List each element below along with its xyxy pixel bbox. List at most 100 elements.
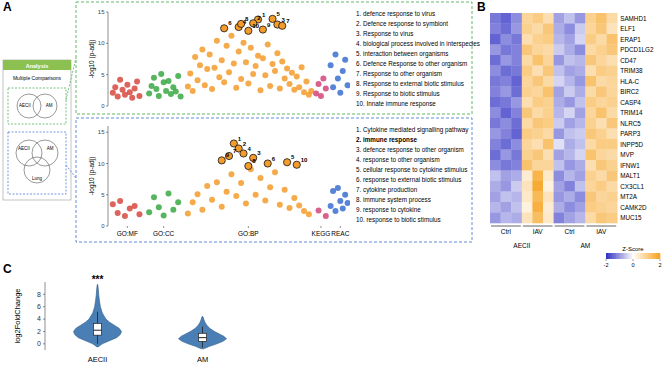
term-point <box>216 74 222 80</box>
term-point <box>226 69 232 75</box>
median <box>199 337 207 338</box>
colorbar-step <box>646 253 648 259</box>
colorbar-step <box>656 253 658 259</box>
heatmap-cell <box>575 24 586 35</box>
heatmap-cell <box>522 139 533 150</box>
highlight-point <box>221 25 228 32</box>
heatmap-cell <box>575 171 586 182</box>
heatmap-cell <box>575 87 586 98</box>
heatmap-cell <box>585 34 596 45</box>
heatmap-cell <box>543 34 554 45</box>
term-point <box>214 179 220 185</box>
term-point <box>129 95 135 101</box>
heatmap-cell <box>596 76 607 87</box>
term-point <box>209 86 215 92</box>
heatmap-cell <box>585 24 596 35</box>
heatmap-cell <box>501 118 512 129</box>
gene-label: MVP <box>620 151 634 158</box>
heatmap-cell <box>511 160 522 171</box>
heatmap-cell <box>543 97 554 108</box>
heatmap-cell <box>532 66 543 77</box>
heatmap-cell <box>490 192 501 203</box>
highlight-label: 3 <box>281 17 285 23</box>
term-point <box>117 198 123 204</box>
term-point <box>250 71 256 77</box>
term-point <box>146 209 152 215</box>
term-point <box>296 202 302 208</box>
heatmap-cell <box>554 24 565 35</box>
term-point <box>122 213 128 219</box>
heatmap-cell <box>596 139 607 150</box>
term-point <box>253 63 259 69</box>
highlight-label: 5 <box>277 11 281 17</box>
heatmap-cell <box>554 139 565 150</box>
y-tick-label: 5 <box>101 192 105 198</box>
term-point <box>146 90 152 96</box>
term-point <box>124 82 130 88</box>
y-tick <box>106 194 108 195</box>
term-item: 9. response to cytokine <box>356 206 421 214</box>
term-point <box>195 77 201 83</box>
heatmap-cell <box>522 13 533 24</box>
heatmap-cell <box>532 87 543 98</box>
colorbar-step <box>628 253 630 259</box>
heatmap-cell <box>554 192 565 203</box>
heatmap-cell <box>575 213 586 224</box>
heatmap-cell <box>501 76 512 87</box>
term-point <box>211 65 217 71</box>
heatmap-cell <box>511 139 522 150</box>
colorbar-step <box>658 253 660 259</box>
venn-circle <box>16 140 42 166</box>
term-point <box>342 192 348 198</box>
heatmap-cell <box>607 181 618 192</box>
term-point <box>127 89 133 95</box>
term-item: 8. immune system process <box>356 196 431 204</box>
y-tick <box>106 163 108 164</box>
heatmap-cell <box>543 108 554 119</box>
term-point <box>115 94 121 100</box>
heatmap-cell <box>585 171 596 182</box>
heatmap-cell <box>522 66 533 77</box>
term-point <box>323 85 329 91</box>
gene-label: IFNW1 <box>620 162 640 169</box>
plot-marks <box>110 140 350 219</box>
group-label: AM <box>581 242 591 249</box>
y-tick-label: 10 <box>98 161 105 167</box>
term-point <box>178 94 184 100</box>
term-point <box>192 54 198 60</box>
heatmap-cell <box>522 150 533 161</box>
heatmap-cell <box>564 202 575 213</box>
term-point <box>270 61 276 67</box>
diagram-box <box>3 60 71 200</box>
gene-label: TRIM38 <box>620 67 643 74</box>
heatmap-cell <box>564 108 575 119</box>
heatmap-cell <box>511 150 522 161</box>
term-point <box>221 79 227 85</box>
colorbar-step <box>654 253 656 259</box>
heatmap-cell <box>596 13 607 24</box>
term-point <box>161 212 167 218</box>
term-point <box>185 84 191 90</box>
term-point <box>332 208 338 214</box>
heatmap-cell <box>543 45 554 56</box>
y-tick-label: 6 <box>37 303 41 310</box>
term-point <box>117 77 123 83</box>
heatmap-cell <box>511 45 522 56</box>
gene-label: PARP3 <box>620 130 641 137</box>
heatmap-cell <box>575 139 586 150</box>
heatmap-cell <box>575 55 586 66</box>
term-point <box>190 199 196 205</box>
highlight-point <box>283 159 290 166</box>
heatmap-cell <box>575 129 586 140</box>
heatmap-cell <box>554 171 565 182</box>
highlight-point <box>279 22 286 29</box>
colorbar-step <box>620 253 622 259</box>
heatmap-cell <box>522 34 533 45</box>
y-tick <box>106 74 108 75</box>
heatmap-cell <box>585 181 596 192</box>
heatmap-cell <box>607 160 618 171</box>
term-point <box>204 183 210 189</box>
colorbar-step <box>606 253 608 259</box>
term-point <box>238 180 244 186</box>
heatmap-cell <box>607 45 618 56</box>
